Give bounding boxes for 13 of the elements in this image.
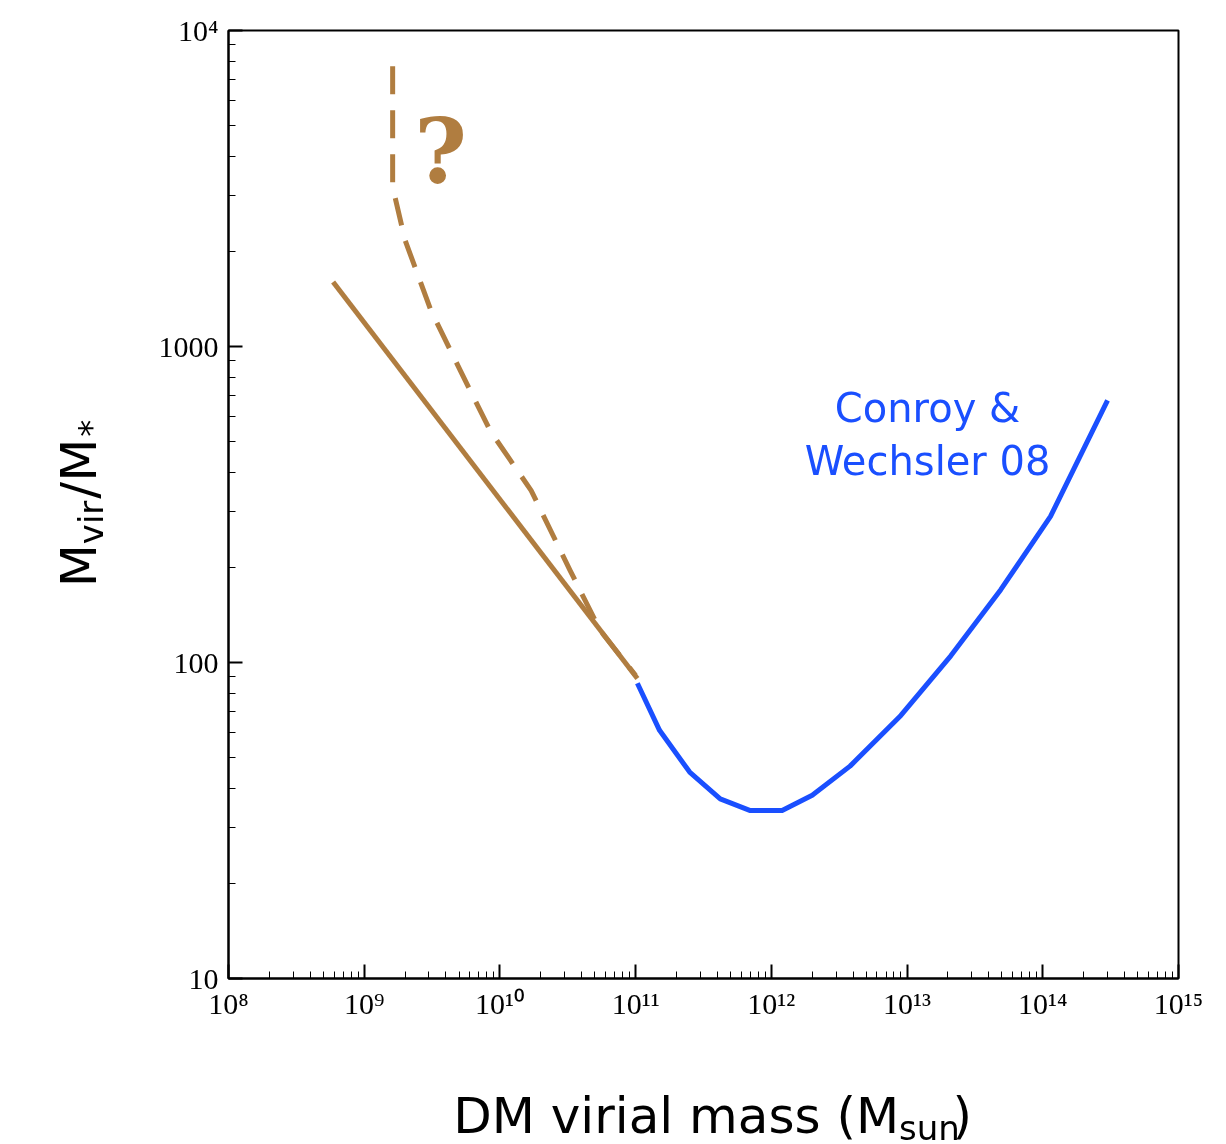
x-tick-label: 10⁹: [343, 986, 385, 1020]
y-tick-label: 10⁴: [178, 14, 219, 47]
x-tick-label: 10¹³: [883, 986, 932, 1020]
x-tick-label: 10¹⁴: [1018, 986, 1068, 1020]
x-tick-label: 10¹⁵: [1153, 986, 1204, 1020]
x-tick-label: 10¹¹: [611, 986, 660, 1020]
y-tick-label: 1000: [158, 330, 219, 363]
x-tick-label: 10¹²: [747, 986, 796, 1020]
annotation: ?: [414, 97, 467, 204]
y-tick-label: 100: [173, 646, 219, 679]
series-label: Conroy & Wechsler 08: [804, 385, 1051, 485]
y-axis-title: Mvir/M*: [49, 419, 111, 588]
x-tick-label: 10¹⁰: [474, 986, 525, 1020]
